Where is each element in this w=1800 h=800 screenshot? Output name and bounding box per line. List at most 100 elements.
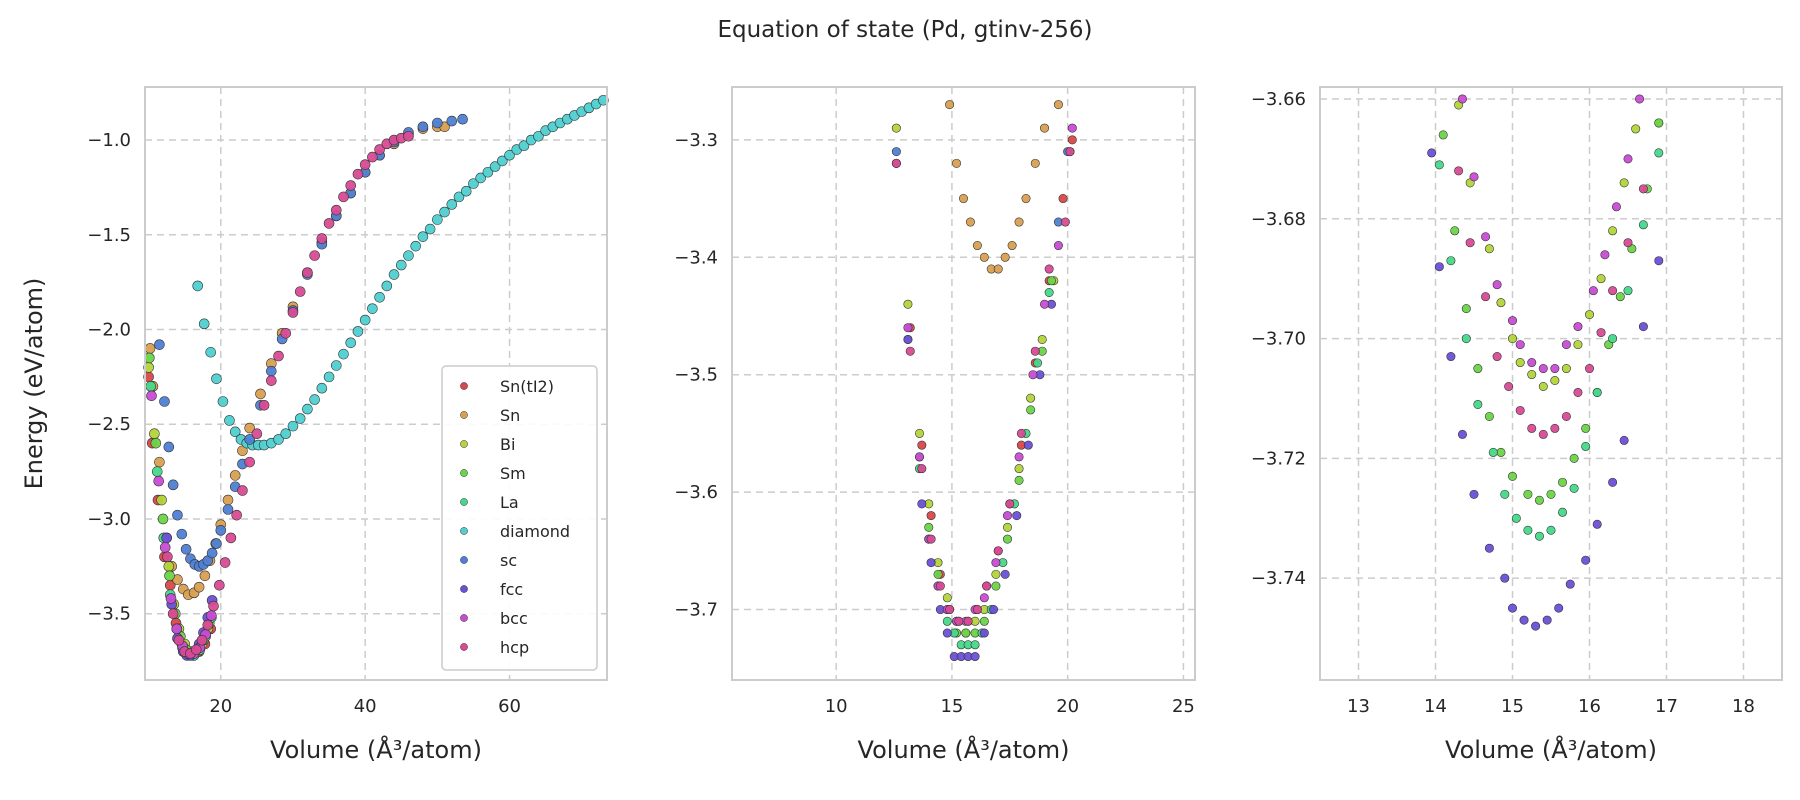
- data-point: [316, 233, 328, 244]
- legend-marker: [460, 643, 468, 651]
- data-point: [935, 581, 945, 591]
- data-point: [1565, 579, 1575, 589]
- data-point: [991, 569, 1001, 579]
- data-point: [222, 504, 234, 515]
- data-point: [323, 218, 335, 229]
- data-point: [1592, 387, 1602, 397]
- data-point: [1569, 453, 1579, 463]
- data-point: [1538, 429, 1548, 439]
- data-point: [1058, 194, 1068, 204]
- data-point: [1040, 299, 1050, 309]
- series-hcp: [891, 147, 1075, 626]
- data-point: [1585, 364, 1595, 374]
- x-tick-label: 10: [825, 696, 848, 717]
- y-tick-label: −1.0: [87, 130, 131, 151]
- data-point: [1558, 507, 1568, 517]
- data-point: [903, 334, 913, 344]
- series-sc: [154, 113, 468, 572]
- data-point: [193, 581, 205, 593]
- data-point: [1457, 94, 1467, 104]
- data-point: [1454, 166, 1464, 176]
- data-point: [972, 605, 982, 615]
- data-point: [1638, 220, 1648, 230]
- x-tick-label: 20: [209, 696, 232, 717]
- data-point: [1457, 429, 1467, 439]
- y-tick-label: −3.66: [1251, 89, 1306, 110]
- data-point: [504, 149, 515, 161]
- data-point: [1515, 405, 1525, 415]
- data-point: [1608, 477, 1618, 487]
- series-sn-ti2-: [891, 135, 1077, 626]
- data-point: [215, 525, 227, 536]
- data-point: [958, 194, 968, 204]
- data-point: [1434, 160, 1444, 170]
- legend-marker: [460, 556, 468, 564]
- data-point: [208, 600, 219, 612]
- series-sc: [891, 147, 1073, 227]
- data-point: [273, 350, 284, 362]
- plot-frame-zoom-detail: [1319, 86, 1783, 681]
- data-point: [1492, 280, 1502, 290]
- data-point: [468, 178, 479, 189]
- data-point: [206, 610, 217, 621]
- data-point: [903, 299, 913, 309]
- data-point: [146, 390, 157, 402]
- data-point: [171, 623, 183, 635]
- data-point: [972, 241, 982, 251]
- data-point: [1446, 352, 1456, 362]
- data-point: [287, 420, 299, 432]
- data-point: [1465, 238, 1475, 248]
- data-point: [211, 373, 222, 385]
- data-point: [345, 180, 357, 191]
- data-point: [338, 191, 349, 203]
- data-point: [199, 570, 211, 582]
- x-axis-label-zoom-minimum: Volume (Å³/atom): [858, 735, 1070, 764]
- data-point: [1511, 513, 1521, 523]
- series-hcp: [1454, 166, 1648, 439]
- data-point: [598, 94, 609, 106]
- data-point: [302, 267, 313, 278]
- data-point: [917, 440, 927, 450]
- data-point: [330, 360, 342, 371]
- data-point: [1538, 381, 1548, 391]
- data-point: [1623, 154, 1633, 164]
- data-point: [1596, 274, 1606, 284]
- data-point: [917, 499, 927, 509]
- y-tick-label: −3.0: [87, 509, 131, 530]
- data-point: [1484, 244, 1494, 254]
- data-point: [891, 158, 901, 168]
- data-point: [244, 434, 255, 445]
- data-point: [1000, 569, 1010, 579]
- data-point: [1002, 522, 1012, 532]
- data-point: [1000, 252, 1010, 262]
- data-point: [367, 151, 378, 163]
- data-point: [167, 608, 179, 619]
- data-point: [1484, 411, 1494, 421]
- x-tick-label: 15: [940, 696, 963, 717]
- data-point: [280, 428, 292, 440]
- data-point: [1515, 340, 1525, 350]
- data-point: [156, 494, 167, 506]
- data-point: [1581, 441, 1591, 451]
- data-point: [915, 452, 925, 462]
- data-point: [255, 388, 266, 400]
- data-point: [1016, 428, 1026, 438]
- data-point: [1573, 340, 1583, 350]
- data-point: [1067, 123, 1077, 133]
- panel-full-range: 20 40 60 −3.5 −3.0 −2.5 −2.0 −1.5 −1.0 Volume (Å…: [20, 86, 609, 764]
- data-point: [159, 396, 170, 407]
- data-point: [1044, 264, 1054, 274]
- data-point: [205, 346, 216, 358]
- data-point: [1044, 287, 1054, 297]
- series-fcc: [903, 299, 1056, 662]
- legend-marker: [460, 527, 468, 535]
- data-point: [352, 168, 364, 180]
- data-point: [970, 652, 980, 662]
- legend-label: sc: [500, 551, 517, 570]
- data-point: [989, 605, 999, 615]
- legend-item: Sn: [460, 406, 520, 425]
- data-point: [979, 616, 989, 626]
- x-tick-label: 17: [1655, 696, 1678, 717]
- legend-marker: [460, 614, 468, 622]
- data-point: [294, 286, 306, 297]
